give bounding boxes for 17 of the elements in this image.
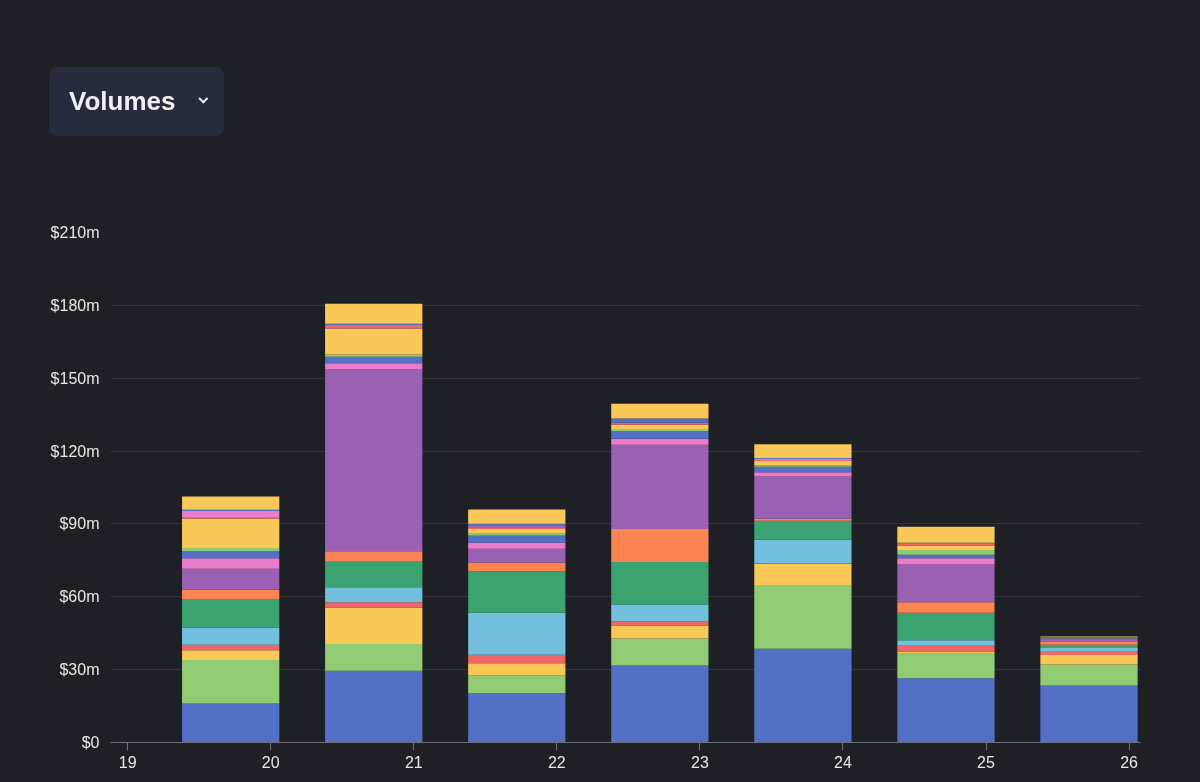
x-tick-label: 23 (690, 753, 709, 771)
y-tick-label: $90m (59, 515, 100, 533)
y-tick-label: $0 (81, 734, 100, 751)
y-tick-label: $120m (50, 442, 100, 460)
x-tick-label: 22 (547, 753, 566, 771)
x-tick-label: 24 (834, 753, 852, 771)
x-tick-label: 26 (1120, 753, 1139, 771)
x-tick-label: 19 (118, 753, 137, 771)
x-tick-label: 21 (404, 753, 423, 771)
y-tick-label: $210m (50, 224, 100, 241)
y-tick-label: $60m (59, 588, 100, 606)
chart-title: Volumes (49, 67, 225, 137)
x-tick-label: 20 (261, 753, 280, 771)
y-tick-label: $30m (59, 661, 100, 679)
y-tick-label: $150m (50, 369, 100, 387)
x-tick-label: 25 (977, 753, 995, 771)
y-tick-label: $180m (50, 296, 100, 314)
